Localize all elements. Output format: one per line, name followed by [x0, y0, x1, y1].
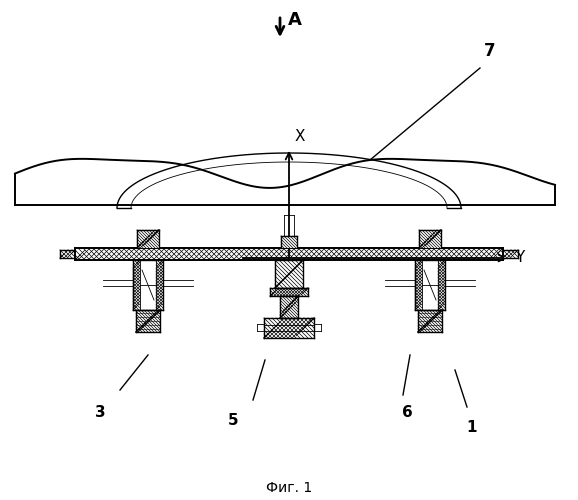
Bar	[75, 248, 503, 260]
Text: 3: 3	[95, 405, 105, 420]
Text: 7: 7	[484, 42, 495, 60]
Bar	[133, 260, 140, 310]
Text: Y: Y	[515, 250, 524, 266]
Bar	[280, 296, 298, 318]
Text: Фиг. 1: Фиг. 1	[266, 481, 312, 495]
Bar	[280, 296, 298, 318]
Text: X: X	[295, 129, 306, 144]
Bar	[133, 260, 140, 310]
Bar	[136, 310, 160, 332]
Bar	[136, 310, 160, 332]
Bar	[264, 318, 314, 338]
Bar	[264, 318, 314, 338]
Bar	[418, 310, 442, 332]
Bar	[438, 260, 445, 310]
Bar	[503, 250, 518, 258]
Bar	[137, 230, 159, 248]
Bar	[419, 230, 441, 248]
Bar	[137, 230, 159, 248]
Bar	[419, 230, 441, 248]
Text: 6: 6	[402, 405, 412, 420]
Bar	[418, 310, 442, 332]
Text: A: A	[288, 11, 302, 29]
Bar	[438, 260, 445, 310]
Bar	[503, 250, 518, 258]
Bar	[156, 260, 163, 310]
Text: 5: 5	[228, 413, 238, 428]
Bar	[275, 260, 303, 288]
Bar	[275, 260, 303, 288]
Bar	[281, 236, 297, 248]
Bar	[270, 288, 308, 296]
Bar	[156, 260, 163, 310]
Bar	[60, 250, 75, 258]
Bar	[60, 250, 75, 258]
Bar	[270, 288, 308, 296]
Bar	[415, 260, 422, 310]
Text: 1: 1	[467, 420, 477, 435]
Bar	[415, 260, 422, 310]
